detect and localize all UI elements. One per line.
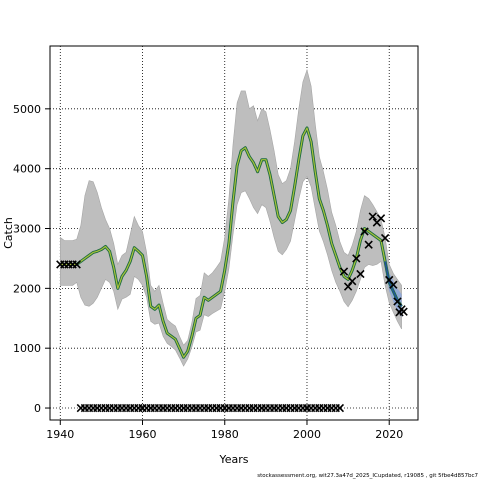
plot-frame bbox=[49, 45, 419, 421]
x-tick-label: 2020 bbox=[375, 428, 403, 441]
marker-stroke bbox=[343, 282, 353, 291]
observation-marker bbox=[339, 267, 349, 276]
observation-marker bbox=[399, 307, 408, 316]
y-tick-label: 2000 bbox=[13, 282, 41, 295]
marker-stroke bbox=[335, 403, 345, 413]
observation-marker bbox=[380, 233, 390, 243]
marker-stroke bbox=[360, 227, 369, 236]
source-note: stockassessment.org, wit27.3a47d_2025_IC… bbox=[257, 473, 478, 479]
observation-marker bbox=[393, 297, 402, 306]
observation-marker bbox=[360, 227, 369, 236]
observation-marker bbox=[348, 277, 357, 286]
observation-marker bbox=[343, 282, 353, 291]
y-axis-label: Catch bbox=[2, 217, 15, 249]
marker-stroke bbox=[72, 260, 81, 269]
observation-marker bbox=[389, 280, 398, 289]
marker-stroke bbox=[380, 233, 390, 243]
observation-marker bbox=[335, 403, 345, 413]
marker-stroke bbox=[399, 307, 408, 316]
marker-stroke bbox=[389, 280, 398, 289]
y-tick-label: 0 bbox=[34, 402, 41, 415]
observation-marker bbox=[368, 212, 377, 221]
marker-stroke bbox=[352, 254, 361, 263]
marker-stroke bbox=[393, 297, 402, 306]
observation-marker bbox=[356, 269, 365, 279]
observation-marker bbox=[352, 254, 361, 263]
observation-marker bbox=[376, 214, 386, 223]
marker-stroke bbox=[364, 240, 373, 249]
x-tick-label: 2000 bbox=[293, 428, 321, 441]
x-tick-label: 1960 bbox=[129, 428, 157, 441]
observation-marker bbox=[72, 260, 81, 269]
marker-stroke bbox=[368, 212, 377, 221]
x-axis-label: Years bbox=[218, 453, 248, 466]
estimate-line-inner bbox=[60, 127, 403, 358]
observation-markers bbox=[56, 212, 408, 413]
marker-stroke bbox=[348, 277, 357, 286]
x-tick-label: 1980 bbox=[211, 428, 239, 441]
y-tick-label: 1000 bbox=[13, 342, 41, 355]
observation-marker bbox=[364, 240, 373, 249]
y-tick-label: 3000 bbox=[13, 223, 41, 236]
marker-stroke bbox=[356, 269, 365, 279]
marker-stroke bbox=[376, 214, 386, 223]
marker-stroke bbox=[385, 275, 394, 285]
y-tick-label: 5000 bbox=[13, 103, 41, 116]
marker-stroke bbox=[339, 267, 349, 276]
axes: 1940 1960 1980 2000 2020 0 1000 2000 3000 4000 500… bbox=[13, 103, 403, 441]
y-tick-label: 4000 bbox=[13, 163, 41, 176]
x-tick-label: 1940 bbox=[46, 428, 74, 441]
